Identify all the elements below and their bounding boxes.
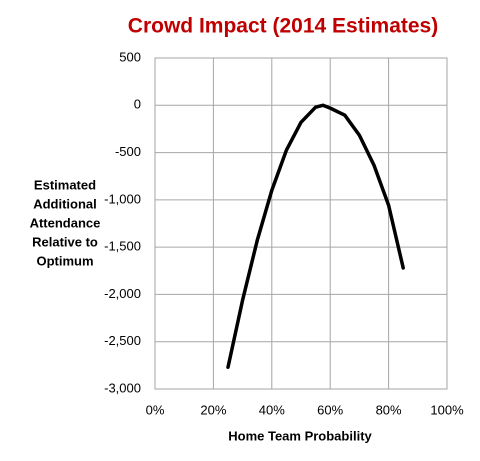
y-axis-label: Relative to <box>32 234 98 249</box>
y-tick-label: -1,000 <box>104 191 141 206</box>
y-tick-label: -2,500 <box>104 333 141 348</box>
chart-title: Crowd Impact (2014 Estimates) <box>128 15 438 38</box>
y-tick-label: 500 <box>119 49 141 64</box>
y-axis-label: Attendance <box>30 215 101 230</box>
x-tick-label: 40% <box>259 402 285 417</box>
x-tick-label: 60% <box>317 402 343 417</box>
plot-border <box>154 57 448 390</box>
x-tick-label: 0% <box>146 402 165 417</box>
y-tick-label: -500 <box>115 144 141 159</box>
x-axis-label: Home Team Probability <box>228 428 372 443</box>
y-tick-label: -3,000 <box>104 380 141 395</box>
y-axis-label: Optimum <box>36 253 93 268</box>
y-tick-label: 0 <box>134 97 141 112</box>
y-axis-label: Additional <box>33 196 97 211</box>
y-tick-label: -1,500 <box>104 239 141 254</box>
x-tick-label: 80% <box>376 402 402 417</box>
y-axis-label: Estimated <box>34 177 96 192</box>
y-tick-label: -2,000 <box>104 286 141 301</box>
x-tick-label: 20% <box>200 402 226 417</box>
data-line <box>226 103 405 369</box>
x-tick-label: 100% <box>430 402 464 417</box>
